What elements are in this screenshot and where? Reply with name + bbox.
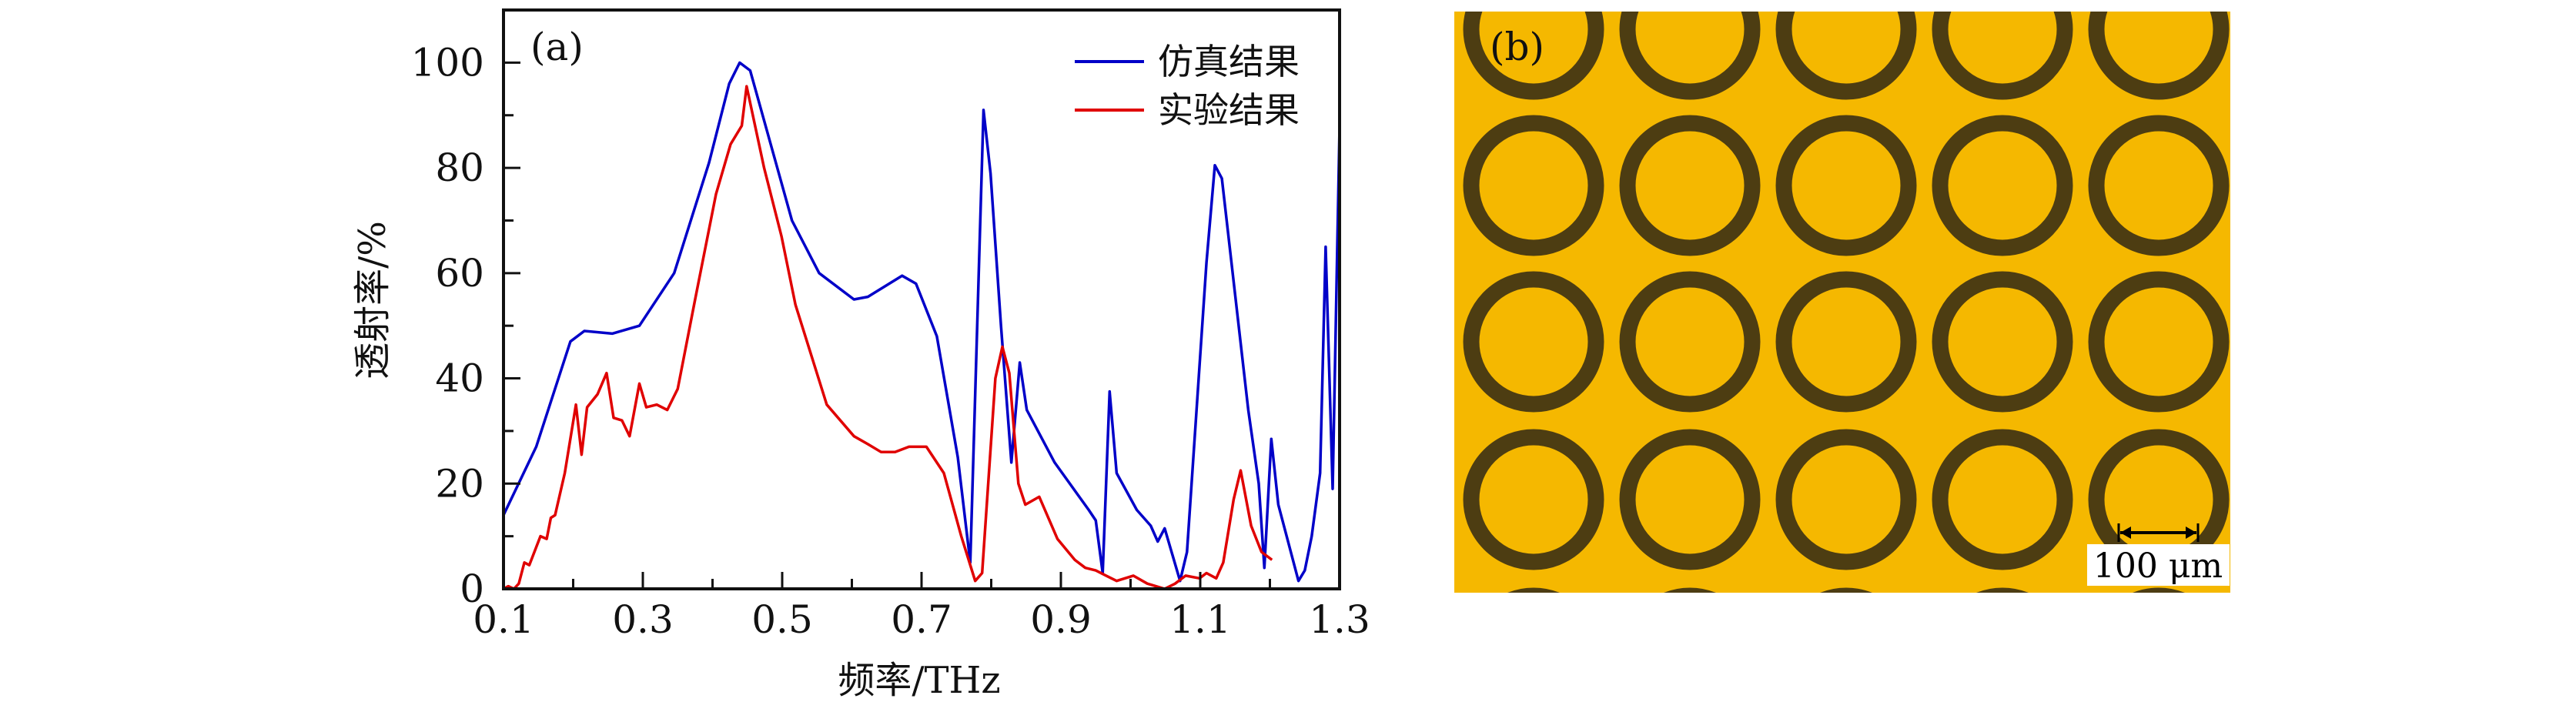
ring <box>1976 587 2029 593</box>
ring <box>1463 115 1604 256</box>
ring <box>1775 12 1917 100</box>
ring <box>1775 271 1917 413</box>
ring <box>1463 271 1604 413</box>
legend-label-experiment: 实验结果 <box>1158 89 1300 131</box>
ring <box>2133 587 2185 593</box>
ring <box>1619 429 1761 570</box>
x-tick-label: 0.3 <box>612 597 674 642</box>
y-tick-label: 100 <box>411 40 484 85</box>
ring <box>1463 12 1604 100</box>
ring <box>1619 271 1761 413</box>
x-tick-label: 0.5 <box>751 597 813 642</box>
ring <box>1932 429 2073 570</box>
ring <box>1463 429 1604 570</box>
panel-b-micrograph: (b) 100 μm <box>1454 12 2230 593</box>
ring <box>2088 115 2230 256</box>
ring <box>1619 115 1761 256</box>
series-line-simulation <box>502 61 1341 583</box>
y-tick-label: 80 <box>435 145 484 190</box>
scale-bar-label: 100 μm <box>2093 547 2223 586</box>
ring <box>1775 115 1917 256</box>
y-tick-label: 60 <box>435 251 484 296</box>
x-tick-label: 0.9 <box>1030 597 1092 642</box>
y-tick-label: 0 <box>460 567 484 611</box>
panel-label-a: (a) <box>530 25 584 69</box>
scale-bar-label-box <box>2087 544 2230 586</box>
ticks-layer: 0.1 0.3 0.5 0.7 0.9 1.1 1.3 0 20 40 60 80 100 <box>411 8 1370 642</box>
panel-a-chart: 0.1 0.3 0.5 0.7 0.9 1.1 1.3 0 20 40 60 80 100 (a) 仿真… <box>351 8 1370 702</box>
ring <box>1775 429 1917 570</box>
ring <box>2088 271 2230 413</box>
x-tick-label: 0.7 <box>891 597 952 642</box>
panel-label-b: (b) <box>1490 25 1544 69</box>
x-tick-label: 1.1 <box>1169 597 1231 642</box>
series-line-experiment <box>503 85 1273 590</box>
ring <box>1619 12 1761 100</box>
ring <box>1932 12 2073 100</box>
x-axis-label: 频率/THz <box>838 659 1000 702</box>
ring-array <box>1463 12 2230 593</box>
ring <box>1820 587 1872 593</box>
scale-bar: 100 μm <box>2087 523 2230 586</box>
legend-label-simulation: 仿真结果 <box>1158 41 1300 82</box>
series-layer <box>502 61 1341 590</box>
ring <box>1664 587 1716 593</box>
ring <box>1932 271 2073 413</box>
y-tick-label: 20 <box>435 461 484 506</box>
x-tick-label: 0.1 <box>473 597 534 642</box>
y-tick-label: 40 <box>435 356 484 401</box>
x-tick-label: 1.3 <box>1309 597 1370 642</box>
legend: 仿真结果 实验结果 <box>1075 41 1300 131</box>
y-axis-label: 透射率/% <box>351 221 394 379</box>
ring <box>1507 587 1560 593</box>
ring <box>1932 115 2073 256</box>
ring <box>2088 12 2230 100</box>
